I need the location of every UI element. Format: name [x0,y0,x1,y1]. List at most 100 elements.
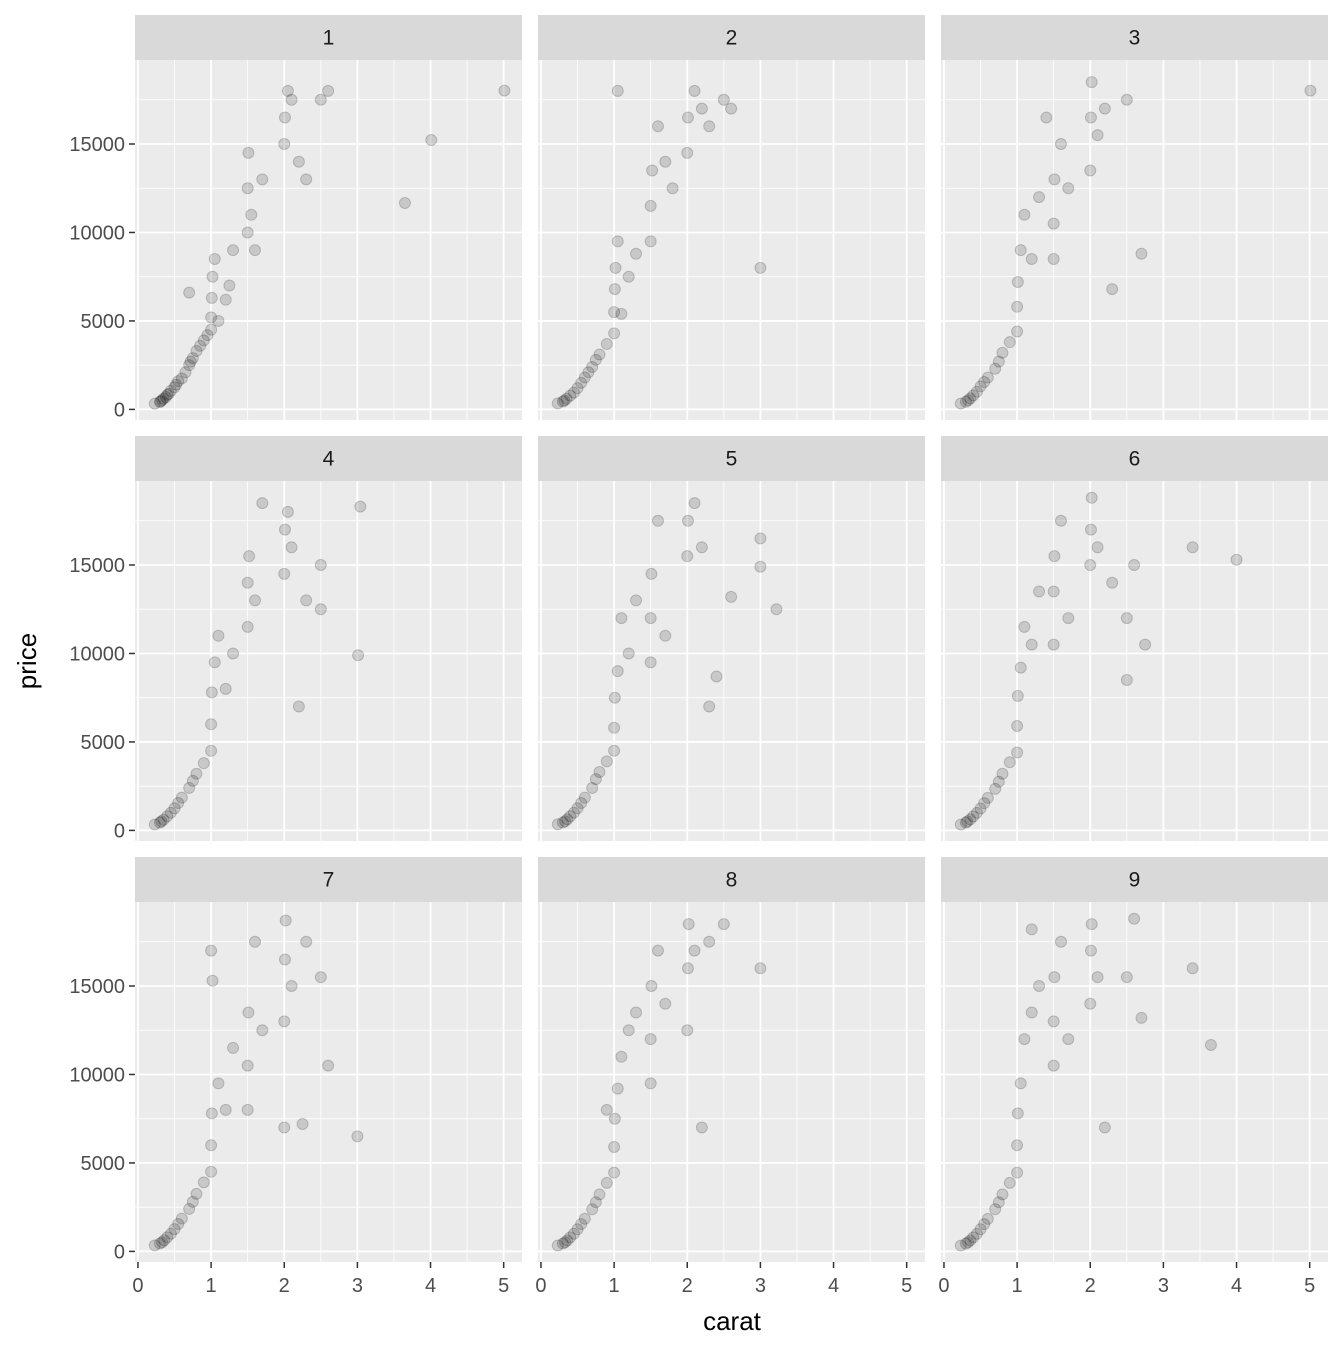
data-point [1139,638,1152,651]
data-point [954,397,967,410]
facet-strip [941,436,1328,481]
data-point [1091,129,1104,142]
data-point [608,327,621,340]
data-point [205,1139,218,1152]
data-point [962,394,975,407]
data-point [1120,971,1133,984]
data-point [754,962,767,975]
panel-background [135,481,522,841]
data-point [1062,182,1075,195]
data-point [978,797,991,810]
data-point [981,371,994,384]
data-point [1106,576,1119,589]
data-point [703,700,716,713]
facet-panel-8: 8 0 1 2 3 4 5 [535,857,925,1297]
data-point [300,594,313,607]
data-point [148,1239,161,1252]
data-point [1084,523,1097,536]
facet-panel-2: 2 [538,15,925,420]
facet-panel-1: 1 0 5000 10000 15000 [69,15,522,421]
data-point [242,146,255,159]
facet-strip [941,15,1328,60]
data-point [551,1239,564,1252]
data-point [1014,244,1027,257]
data-point [206,974,219,987]
y-tick-label: 5000 [81,311,126,333]
data-point [681,550,694,563]
data-point [183,286,196,299]
data-point [300,173,313,186]
data-point [1047,1015,1060,1028]
data-point [197,334,210,347]
y-tick-label: 0 [114,1241,125,1263]
data-point [615,1050,628,1063]
data-point [611,84,624,97]
data-point [281,505,294,518]
data-point [205,1165,218,1178]
data-point [578,791,591,804]
data-point [659,155,672,168]
data-point [1098,1121,1111,1134]
data-point [1186,541,1199,554]
data-point [498,84,511,97]
data-point [954,818,967,831]
data-point [1040,111,1053,124]
data-point [974,1223,987,1236]
panel-background [538,481,925,841]
data-point [205,323,218,336]
data-point [608,691,621,704]
facet-strip-label: 5 [726,448,738,471]
data-point [1128,912,1141,925]
x-tick-label: 0 [535,1275,546,1297]
data-point [205,744,218,757]
data-point [589,353,602,366]
data-point [578,371,591,384]
data-point [278,567,291,580]
data-point [622,1024,635,1037]
facet-strip-label: 7 [323,869,335,892]
data-point [586,1203,599,1216]
data-point [564,810,577,823]
data-point [1062,612,1075,625]
data-point [1054,935,1067,948]
data-point [608,744,621,757]
data-point [682,918,695,931]
panel-background [135,60,522,420]
data-point [1204,1038,1217,1051]
panel-background [941,902,1328,1262]
data-point [256,497,269,510]
data-point [153,1237,166,1250]
data-point [285,541,298,554]
data-point [1135,1011,1148,1024]
data-point [996,346,1009,359]
facet-panel-5: 5 [538,436,925,841]
data-point [208,656,221,669]
data-point [651,944,664,957]
data-point [717,918,730,931]
y-tick-label: 0 [114,820,125,842]
data-point [567,386,580,399]
data-point [725,590,738,603]
data-point [1084,111,1097,124]
facet-strip [135,436,522,481]
data-point [248,594,261,607]
data-point [1048,971,1061,984]
data-point [164,384,177,397]
data-point [197,1176,210,1189]
data-point [162,387,175,400]
data-point [168,802,181,815]
data-point [1003,756,1016,769]
data-point [609,261,622,274]
data-point [322,1059,335,1072]
data-point [243,550,256,563]
data-point [1135,247,1148,260]
data-point [622,647,635,660]
data-point [175,372,188,385]
data-point [651,120,664,133]
data-point [589,773,602,786]
data-point [964,1234,977,1247]
data-point [186,774,199,787]
data-point [608,1141,621,1154]
data-point [725,102,738,115]
